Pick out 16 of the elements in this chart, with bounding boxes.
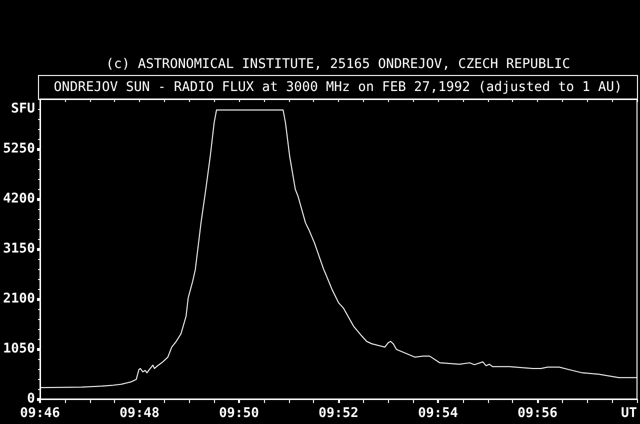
chart-title: ONDREJOV SUN - RADIO FLUX at 3000 MHz on FEB 27,1992 (adjusted to 1 AU)	[54, 80, 622, 95]
x-tick-label: 09:56	[517, 406, 558, 421]
y-tick-label: 0	[27, 392, 36, 406]
x-tick-label: 09:52	[318, 406, 359, 421]
x-axis-title: UT	[620, 406, 637, 421]
y-tick-label: 1050	[2, 342, 36, 356]
x-tick-label: 09:48	[120, 406, 160, 421]
x-tick-label: 09:50	[218, 406, 260, 421]
y-tick-label: 4200	[2, 192, 36, 206]
y-axis-title: SFU	[10, 102, 36, 116]
y-tick-label: 5250	[2, 142, 36, 156]
y-tick-label: 2100	[2, 292, 36, 306]
x-tick-label: 09:46	[20, 406, 60, 421]
text: (c) ASTRONOMICAL INSTITUTE, 25165 ONDREJOV, CZECH REPUBLIC	[106, 57, 570, 72]
x-tick-label: 09:54	[418, 406, 458, 421]
y-tick-label: 3150	[2, 242, 36, 256]
